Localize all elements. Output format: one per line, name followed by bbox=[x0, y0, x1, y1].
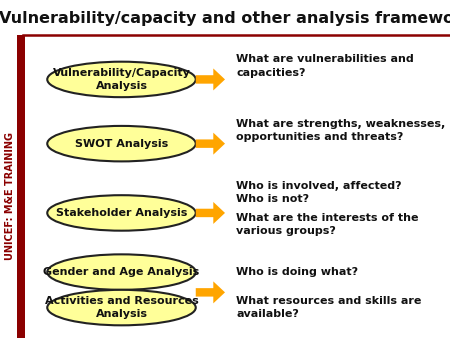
Text: What are strengths, weaknesses,
opportunities and threats?: What are strengths, weaknesses, opportun… bbox=[236, 119, 446, 142]
Text: Activities and Resources
Analysis: Activities and Resources Analysis bbox=[45, 296, 198, 319]
Text: UNICEF: M&E TRAINING: UNICEF: M&E TRAINING bbox=[5, 132, 15, 260]
FancyBboxPatch shape bbox=[17, 330, 25, 338]
Text: Who is doing what?: Who is doing what? bbox=[236, 267, 358, 277]
Text: What are vulnerabilities and
capacities?: What are vulnerabilities and capacities? bbox=[236, 54, 414, 77]
Polygon shape bbox=[196, 133, 225, 155]
Text: SWOT Analysis: SWOT Analysis bbox=[75, 139, 168, 149]
Ellipse shape bbox=[47, 62, 196, 97]
Text: Vulnerability/capacity and other analysis frameworks: Vulnerability/capacity and other analysi… bbox=[0, 11, 450, 26]
Ellipse shape bbox=[47, 195, 196, 231]
Text: Stakeholder Analysis: Stakeholder Analysis bbox=[56, 208, 187, 218]
Text: Vulnerability/Capacity
Analysis: Vulnerability/Capacity Analysis bbox=[53, 68, 190, 91]
Ellipse shape bbox=[47, 290, 196, 325]
Text: Who is involved, affected?
Who is not?: Who is involved, affected? Who is not? bbox=[236, 181, 402, 204]
Polygon shape bbox=[196, 281, 225, 304]
Text: Gender and Age Analysis: Gender and Age Analysis bbox=[43, 267, 200, 277]
FancyBboxPatch shape bbox=[17, 35, 25, 338]
Ellipse shape bbox=[47, 126, 196, 162]
Text: What are the interests of the
various groups?: What are the interests of the various gr… bbox=[236, 213, 419, 236]
Polygon shape bbox=[196, 202, 225, 224]
Ellipse shape bbox=[47, 254, 196, 290]
Polygon shape bbox=[196, 68, 225, 90]
Text: What resources and skills are
available?: What resources and skills are available? bbox=[236, 296, 422, 319]
